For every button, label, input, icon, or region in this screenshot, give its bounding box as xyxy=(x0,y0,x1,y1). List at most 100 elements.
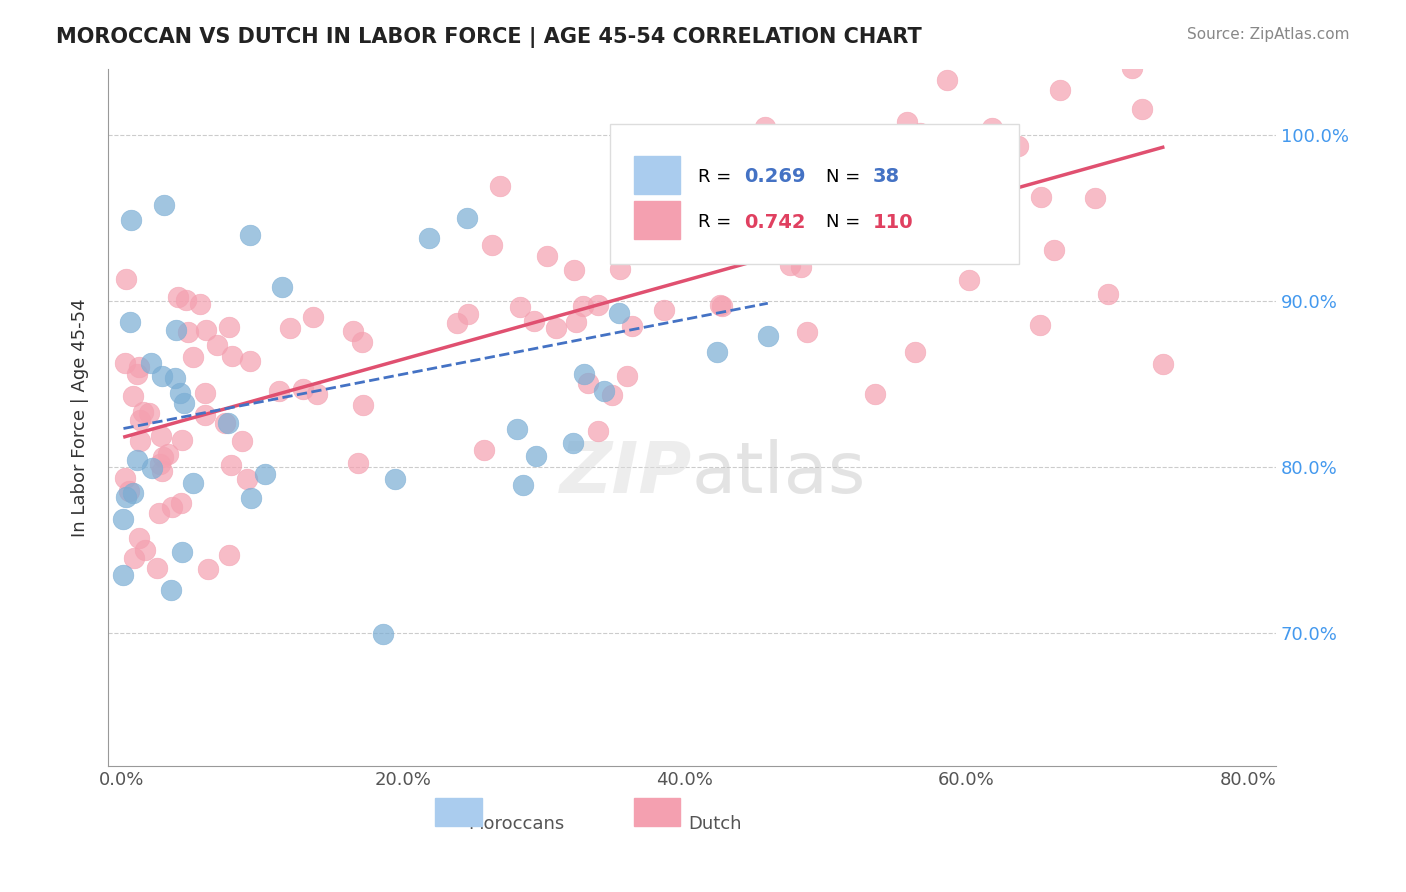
Point xyxy=(177,325,200,339)
Point xyxy=(149,457,172,471)
Point xyxy=(818,180,841,194)
Point xyxy=(141,461,163,475)
Text: 0.742: 0.742 xyxy=(745,212,806,232)
Point xyxy=(654,303,676,318)
Point xyxy=(194,408,217,422)
Point xyxy=(371,627,394,641)
Point xyxy=(150,369,173,384)
Point xyxy=(129,413,152,427)
Point xyxy=(976,226,998,240)
Text: Source: ZipAtlas.com: Source: ZipAtlas.com xyxy=(1187,27,1350,42)
Point xyxy=(128,531,150,545)
Point xyxy=(125,453,148,467)
Y-axis label: In Labor Force | Age 45-54: In Labor Force | Age 45-54 xyxy=(72,298,89,537)
Point xyxy=(754,120,776,135)
Point xyxy=(859,215,882,229)
Point xyxy=(1084,191,1107,205)
Point xyxy=(253,467,276,481)
Point xyxy=(352,335,374,350)
Text: R =: R = xyxy=(697,168,737,186)
Point xyxy=(267,384,290,398)
Point xyxy=(217,416,239,430)
Point xyxy=(160,582,183,597)
Point xyxy=(825,180,848,194)
Point xyxy=(1121,61,1143,75)
Point xyxy=(115,490,138,504)
Point xyxy=(988,154,1011,169)
Point xyxy=(150,464,173,478)
Point xyxy=(754,242,776,256)
Point xyxy=(706,344,728,359)
Point xyxy=(114,471,136,485)
Point xyxy=(586,425,609,439)
Point xyxy=(619,153,641,167)
Point xyxy=(723,158,745,172)
Text: 110: 110 xyxy=(873,212,914,232)
Point xyxy=(1049,83,1071,97)
Point xyxy=(481,237,503,252)
Point xyxy=(172,545,194,559)
Point xyxy=(118,484,141,499)
Point xyxy=(981,121,1004,136)
Point xyxy=(122,388,145,402)
Point xyxy=(908,126,931,140)
Point xyxy=(562,263,585,277)
Point xyxy=(221,349,243,363)
Point xyxy=(536,249,558,263)
Point xyxy=(1007,138,1029,153)
Point xyxy=(384,472,406,486)
Point xyxy=(120,212,142,227)
Point xyxy=(600,388,623,402)
Point xyxy=(696,241,718,255)
Point xyxy=(132,405,155,419)
Point xyxy=(586,298,609,312)
Text: R =: R = xyxy=(697,213,737,231)
Point xyxy=(195,323,218,337)
Point xyxy=(506,422,529,436)
Point xyxy=(710,299,733,313)
Point xyxy=(219,458,242,473)
Point xyxy=(621,318,644,333)
Point xyxy=(806,215,828,229)
Point xyxy=(194,386,217,401)
Point xyxy=(239,227,262,242)
Point xyxy=(342,324,364,338)
Point xyxy=(214,416,236,430)
Point xyxy=(1130,102,1153,116)
Point xyxy=(240,491,263,505)
Point xyxy=(157,447,180,461)
Point xyxy=(271,280,294,294)
Point xyxy=(692,132,714,146)
Point xyxy=(152,450,174,465)
Point xyxy=(1043,244,1066,258)
Point xyxy=(512,478,534,492)
Point xyxy=(457,307,479,321)
Point xyxy=(980,147,1002,161)
Point xyxy=(593,384,616,398)
Bar xyxy=(634,201,681,239)
Point xyxy=(489,178,512,193)
Point xyxy=(128,434,150,448)
Point xyxy=(524,449,547,463)
Point xyxy=(904,345,927,359)
Point xyxy=(163,371,186,385)
Point xyxy=(190,297,212,311)
Point xyxy=(181,475,204,490)
Point xyxy=(1152,357,1174,371)
Point xyxy=(546,320,568,334)
Point xyxy=(174,293,197,308)
Point xyxy=(134,543,156,558)
Point xyxy=(173,396,195,410)
Point xyxy=(790,260,813,274)
Point xyxy=(1097,286,1119,301)
Point xyxy=(218,320,240,334)
Point xyxy=(127,368,149,382)
Point xyxy=(935,72,957,87)
Point xyxy=(709,298,731,312)
Point xyxy=(197,562,219,576)
Text: 38: 38 xyxy=(873,167,900,186)
Point xyxy=(112,568,135,582)
Point xyxy=(1029,190,1052,204)
Point xyxy=(446,316,468,330)
Point xyxy=(571,299,593,313)
